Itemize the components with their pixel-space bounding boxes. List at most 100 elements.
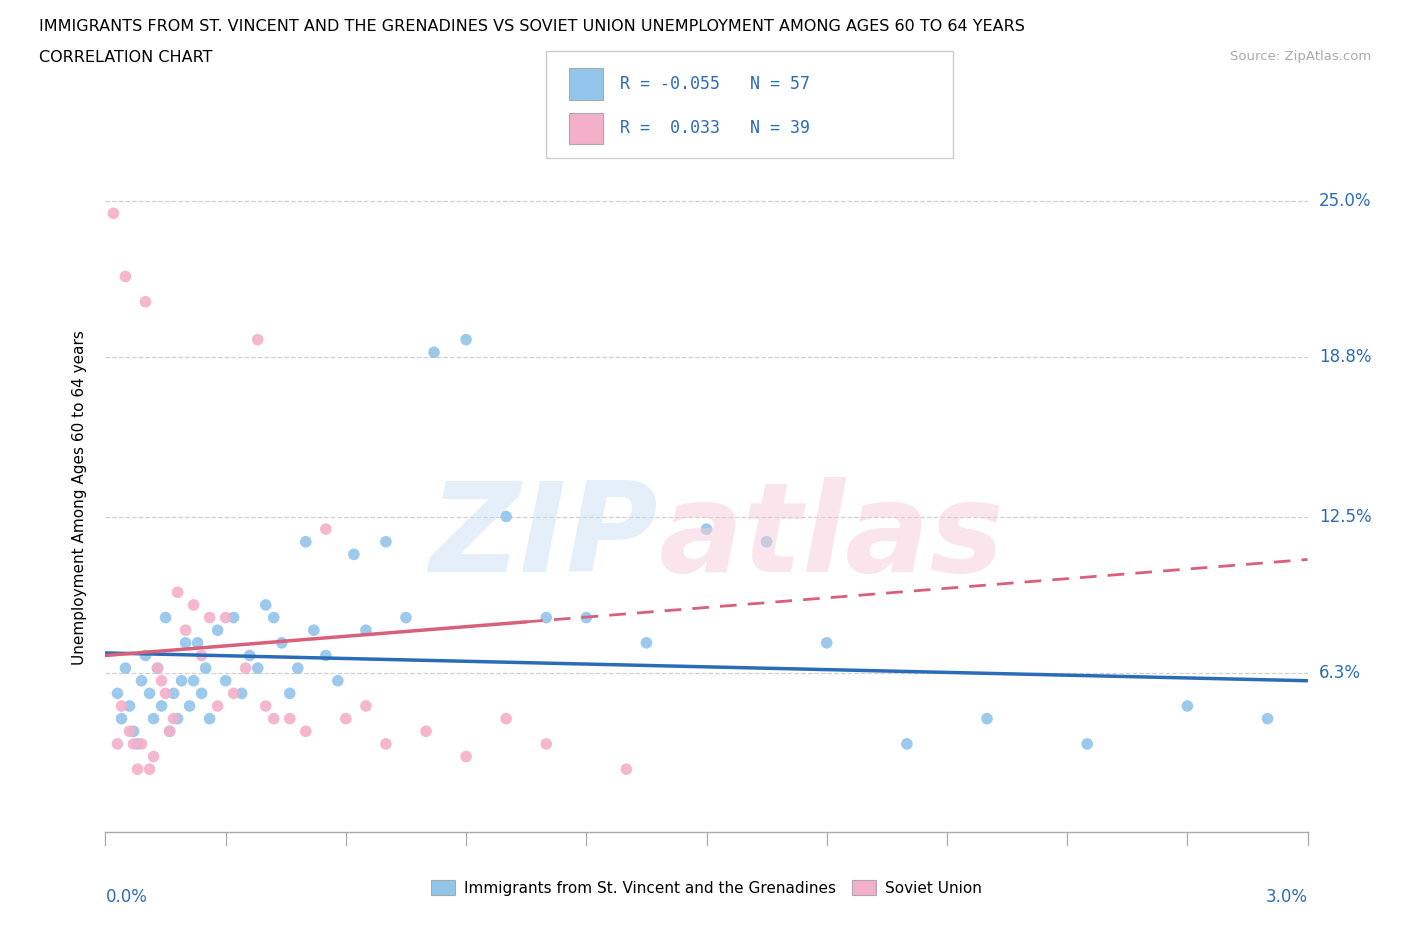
Point bbox=[155, 686, 177, 701]
Point bbox=[146, 660, 169, 675]
Text: IMMIGRANTS FROM ST. VINCENT AND THE GRENADINES VS SOVIET UNION UNEMPLOYMENT AMON: IMMIGRANTS FROM ST. VINCENT AND THE GREN… bbox=[39, 19, 1025, 33]
Point bbox=[103, 206, 125, 220]
Point bbox=[239, 648, 262, 663]
Text: ZIP: ZIP bbox=[430, 477, 658, 598]
Point bbox=[207, 623, 229, 638]
Point bbox=[614, 762, 637, 777]
Point bbox=[755, 535, 778, 550]
Point bbox=[214, 673, 236, 688]
Point bbox=[222, 686, 245, 701]
Text: Source: ZipAtlas.com: Source: ZipAtlas.com bbox=[1230, 50, 1371, 63]
Point bbox=[1076, 737, 1098, 751]
Point bbox=[354, 623, 377, 638]
Point bbox=[294, 535, 316, 550]
Text: 25.0%: 25.0% bbox=[1319, 192, 1371, 209]
Point bbox=[354, 698, 377, 713]
Point bbox=[122, 724, 145, 738]
Point bbox=[170, 673, 193, 688]
Point bbox=[302, 623, 325, 638]
Legend: Immigrants from St. Vincent and the Grenadines, Soviet Union: Immigrants from St. Vincent and the Gren… bbox=[425, 873, 988, 902]
Point bbox=[374, 737, 396, 751]
Point bbox=[815, 635, 838, 650]
Point bbox=[534, 737, 557, 751]
Point bbox=[415, 724, 437, 738]
Point bbox=[263, 711, 285, 726]
Point bbox=[122, 737, 145, 751]
Point bbox=[287, 660, 309, 675]
Point bbox=[495, 509, 517, 524]
Point bbox=[254, 597, 277, 612]
Point bbox=[1175, 698, 1198, 713]
Point bbox=[174, 623, 197, 638]
Point bbox=[190, 686, 212, 701]
Point bbox=[636, 635, 658, 650]
Point bbox=[575, 610, 598, 625]
Point bbox=[110, 711, 132, 726]
Point bbox=[135, 648, 157, 663]
Point bbox=[118, 698, 141, 713]
Point bbox=[118, 724, 141, 738]
Text: 3.0%: 3.0% bbox=[1265, 888, 1308, 906]
Point bbox=[278, 711, 301, 726]
Point bbox=[150, 673, 173, 688]
Point bbox=[976, 711, 998, 726]
Point bbox=[110, 698, 132, 713]
Point bbox=[194, 660, 217, 675]
Point bbox=[190, 648, 212, 663]
Point bbox=[294, 724, 316, 738]
Point bbox=[131, 673, 153, 688]
Point bbox=[131, 737, 153, 751]
Point bbox=[343, 547, 366, 562]
Point bbox=[127, 762, 149, 777]
Point bbox=[270, 635, 292, 650]
Point bbox=[263, 610, 285, 625]
Point bbox=[155, 610, 177, 625]
Point bbox=[695, 522, 717, 537]
Text: 18.8%: 18.8% bbox=[1319, 349, 1371, 366]
Point bbox=[534, 610, 557, 625]
Point bbox=[138, 762, 160, 777]
Point bbox=[335, 711, 357, 726]
Point bbox=[159, 724, 181, 738]
Point bbox=[254, 698, 277, 713]
Point bbox=[138, 686, 160, 701]
Point bbox=[222, 610, 245, 625]
Text: atlas: atlas bbox=[658, 477, 1004, 598]
Point bbox=[374, 535, 396, 550]
Point bbox=[142, 749, 165, 764]
Point bbox=[495, 711, 517, 726]
Text: 6.3%: 6.3% bbox=[1319, 664, 1361, 683]
Point bbox=[395, 610, 418, 625]
Point bbox=[896, 737, 918, 751]
Point bbox=[315, 648, 337, 663]
Text: R = -0.055   N = 57: R = -0.055 N = 57 bbox=[620, 74, 810, 93]
Point bbox=[187, 635, 209, 650]
Point bbox=[214, 610, 236, 625]
Point bbox=[246, 332, 269, 347]
Text: R =  0.033   N = 39: R = 0.033 N = 39 bbox=[620, 119, 810, 138]
Y-axis label: Unemployment Among Ages 60 to 64 years: Unemployment Among Ages 60 to 64 years bbox=[72, 330, 87, 665]
Point bbox=[114, 660, 136, 675]
Point bbox=[235, 660, 257, 675]
Point bbox=[198, 610, 221, 625]
Point bbox=[183, 597, 205, 612]
Text: CORRELATION CHART: CORRELATION CHART bbox=[39, 50, 212, 65]
Point bbox=[114, 269, 136, 284]
Point bbox=[107, 737, 129, 751]
Point bbox=[315, 522, 337, 537]
Point bbox=[1256, 711, 1278, 726]
Point bbox=[166, 585, 188, 600]
Point bbox=[454, 332, 477, 347]
Point bbox=[179, 698, 201, 713]
Point bbox=[326, 673, 349, 688]
Point bbox=[207, 698, 229, 713]
Point bbox=[183, 673, 205, 688]
Point bbox=[127, 737, 149, 751]
Point bbox=[278, 686, 301, 701]
Point bbox=[159, 724, 181, 738]
Point bbox=[174, 635, 197, 650]
Point bbox=[162, 711, 184, 726]
Text: 0.0%: 0.0% bbox=[105, 888, 148, 906]
Point bbox=[166, 711, 188, 726]
Point bbox=[135, 294, 157, 309]
